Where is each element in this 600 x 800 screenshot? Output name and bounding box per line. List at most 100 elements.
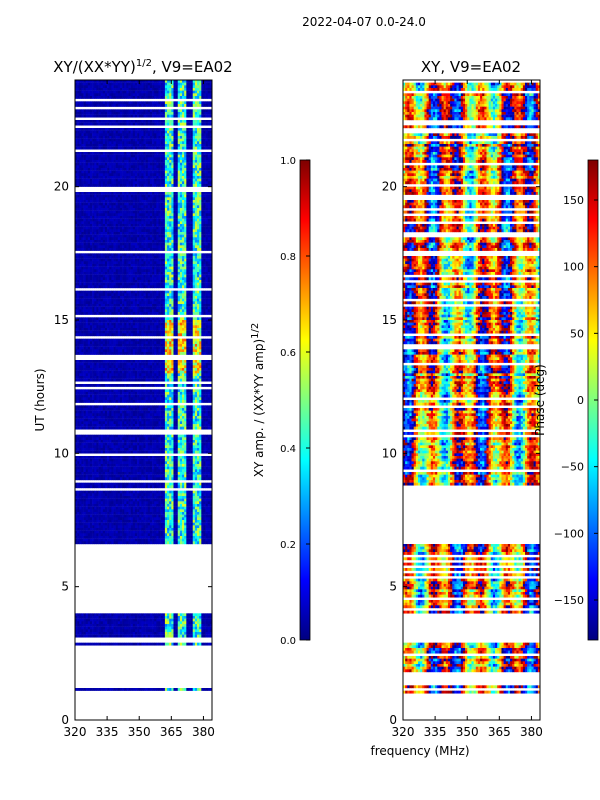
heatmap-cell bbox=[98, 114, 101, 118]
heatmap-cell bbox=[126, 234, 129, 238]
heatmap-cell bbox=[167, 293, 170, 297]
heatmap-cell bbox=[147, 213, 151, 217]
heatmap-cell bbox=[117, 245, 121, 249]
heatmap-cell bbox=[152, 101, 155, 105]
heatmap-cell bbox=[152, 194, 155, 198]
heatmap-cell bbox=[134, 309, 138, 313]
heatmap-cell bbox=[79, 285, 82, 289]
heatmap-cell bbox=[79, 114, 82, 118]
heatmap-cell bbox=[160, 122, 164, 126]
heatmap-cell bbox=[102, 210, 106, 214]
heatmap-cell bbox=[139, 178, 142, 182]
heatmap-cell bbox=[75, 192, 78, 195]
heatmap-cell bbox=[143, 114, 146, 118]
heatmap-cell bbox=[152, 178, 155, 182]
heatmap-cell bbox=[139, 216, 142, 219]
heatmap-cell bbox=[94, 133, 97, 137]
heatmap-cell bbox=[143, 141, 146, 145]
heatmap-cell bbox=[109, 285, 112, 289]
heatmap-cell bbox=[171, 224, 174, 227]
heatmap-cell bbox=[162, 248, 166, 251]
heatmap-cell bbox=[143, 93, 146, 97]
heatmap-cell bbox=[115, 282, 119, 286]
heatmap-cell bbox=[87, 202, 91, 206]
heatmap-cell bbox=[199, 178, 202, 182]
heatmap-cell bbox=[85, 144, 89, 147]
heatmap-cell bbox=[77, 264, 80, 267]
heatmap-cell bbox=[141, 138, 144, 142]
heatmap-cell bbox=[197, 154, 200, 158]
heatmap-cell bbox=[190, 133, 194, 137]
heatmap-cell bbox=[139, 205, 142, 209]
heatmap-cell bbox=[94, 141, 97, 145]
heatmap-cell bbox=[158, 242, 161, 246]
heatmap-cell bbox=[115, 285, 119, 289]
heatmap-cell bbox=[149, 234, 153, 238]
heatmap-cell bbox=[115, 240, 119, 243]
heatmap-cell bbox=[104, 128, 108, 131]
heatmap-cell bbox=[128, 93, 131, 97]
heatmap-cell bbox=[194, 210, 198, 214]
heatmap-cell bbox=[126, 136, 129, 139]
heatmap-cell bbox=[119, 264, 123, 267]
heatmap-cell bbox=[203, 205, 206, 209]
heatmap-cell bbox=[192, 242, 196, 246]
heatmap-cell bbox=[102, 178, 106, 182]
heatmap-cell bbox=[167, 245, 170, 249]
heatmap-cell bbox=[169, 296, 172, 299]
heatmap-cell bbox=[209, 248, 212, 251]
heatmap-cell bbox=[149, 162, 153, 166]
heatmap-cell bbox=[171, 304, 174, 307]
heatmap-cell bbox=[158, 256, 161, 259]
heatmap-cell bbox=[186, 165, 189, 169]
heatmap-cell bbox=[79, 165, 82, 169]
heatmap-cell bbox=[92, 120, 95, 123]
heatmap-cell bbox=[117, 224, 121, 227]
heatmap-cell bbox=[177, 234, 181, 238]
heatmap-cell bbox=[177, 240, 181, 243]
heatmap-cell bbox=[137, 162, 140, 166]
heatmap-cell bbox=[203, 301, 206, 305]
heatmap-cell bbox=[179, 269, 183, 273]
heatmap-cell bbox=[85, 85, 89, 89]
heatmap-cell bbox=[194, 85, 198, 89]
heatmap-cell bbox=[156, 224, 159, 227]
heatmap-cell bbox=[197, 128, 200, 131]
heatmap-cell bbox=[184, 176, 187, 179]
heatmap-cell bbox=[126, 194, 129, 198]
heatmap-cell bbox=[175, 194, 179, 198]
heatmap-cell bbox=[134, 157, 138, 161]
heatmap-cell bbox=[173, 306, 176, 310]
heatmap-cell bbox=[75, 210, 78, 214]
heatmap-cell bbox=[169, 128, 172, 131]
heatmap-cell bbox=[104, 309, 108, 313]
heatmap-cell bbox=[130, 282, 134, 286]
heatmap-cell bbox=[134, 96, 138, 99]
heatmap-cell bbox=[115, 90, 119, 94]
heatmap-cell bbox=[139, 282, 142, 286]
heatmap-cell bbox=[194, 213, 198, 217]
heatmap-cell bbox=[171, 141, 174, 145]
heatmap-cell bbox=[192, 96, 196, 99]
heatmap-cell bbox=[139, 130, 142, 134]
heatmap-cell bbox=[134, 162, 138, 166]
heatmap-cell bbox=[141, 181, 144, 185]
heatmap-cell bbox=[87, 210, 91, 214]
heatmap-cell bbox=[77, 221, 80, 225]
heatmap-cell bbox=[147, 272, 151, 275]
heatmap-cell bbox=[87, 309, 91, 313]
heatmap-cell bbox=[132, 202, 136, 206]
heatmap-cell bbox=[96, 130, 99, 134]
heatmap-cell bbox=[85, 200, 89, 203]
heatmap-cell bbox=[122, 88, 125, 91]
heatmap-cell bbox=[190, 272, 194, 275]
heatmap-cell bbox=[201, 130, 204, 134]
heatmap-cell bbox=[160, 224, 164, 227]
heatmap-cell bbox=[182, 253, 185, 257]
heatmap-cell bbox=[126, 306, 129, 310]
heatmap-cell bbox=[126, 208, 129, 211]
heatmap-cell bbox=[197, 173, 200, 177]
heatmap-cell bbox=[156, 213, 159, 217]
heatmap-cell bbox=[209, 280, 212, 283]
heatmap-cell bbox=[94, 205, 97, 209]
